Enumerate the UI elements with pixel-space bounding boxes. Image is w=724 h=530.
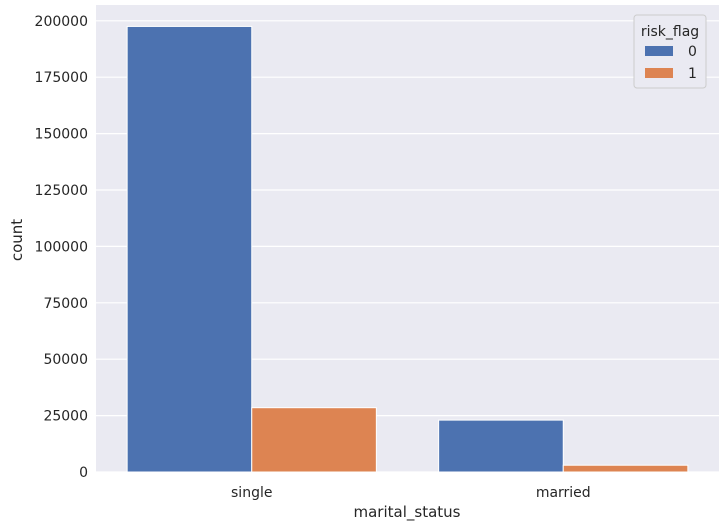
y-tick-label: 125000: [35, 183, 88, 199]
legend-items: 01: [645, 44, 697, 82]
bar-single-riskflag-0: [126, 25, 253, 473]
x-axis-ticks: single married: [231, 485, 591, 501]
legend-swatch: [645, 68, 673, 78]
y-tick-label: 25000: [43, 409, 88, 425]
legend-label: 0: [688, 44, 697, 60]
y-tick-label: 150000: [35, 127, 88, 143]
x-tick-label: single: [231, 485, 272, 501]
y-tick-label: 175000: [35, 70, 88, 86]
y-tick-label: 200000: [35, 14, 88, 30]
y-tick-label: 75000: [43, 296, 88, 312]
x-tick-label: married: [536, 485, 591, 501]
bar-married-riskflag-0: [438, 419, 564, 473]
y-tick-label: 50000: [43, 352, 88, 368]
y-axis-ticks: 0 25000 50000 75000 100000 125000 150000 175000…: [35, 14, 88, 481]
legend-swatch: [645, 46, 673, 56]
bar-single-riskflag-1: [251, 407, 377, 473]
x-axis-label: marital_status: [354, 503, 461, 522]
legend-label: 1: [688, 66, 697, 82]
y-tick-label: 0: [79, 465, 88, 481]
legend: risk_flag 01: [633, 14, 707, 89]
y-axis-label: count: [8, 219, 26, 261]
legend-title: risk_flag: [641, 24, 699, 40]
bars: [126, 25, 689, 473]
bar-married-riskflag-1: [562, 464, 689, 473]
y-tick-label: 100000: [35, 239, 88, 255]
